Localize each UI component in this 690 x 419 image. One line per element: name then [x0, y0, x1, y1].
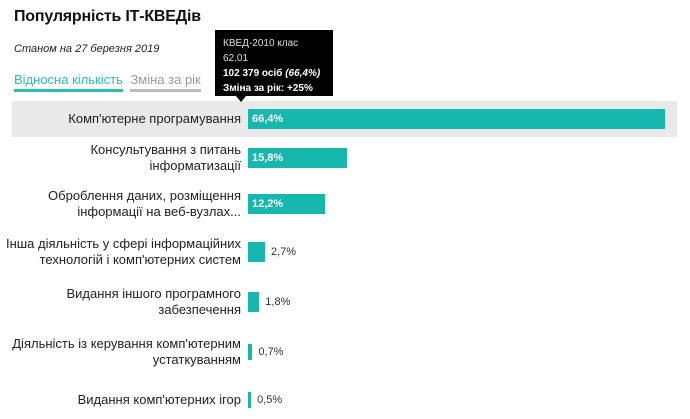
tooltip-share: (66,4%): [285, 68, 321, 79]
bar-category-label-line: Видання комп'ютерних ігор: [77, 392, 241, 407]
bar-value-label: 66,4%: [252, 113, 284, 125]
tooltip-pointer: [236, 96, 246, 102]
bar-category-label-line: Оброблення даних, розміщення: [48, 188, 241, 203]
bar-category-label: Оброблення даних, розміщення інформації н…: [1, 188, 241, 220]
bar-category-label-line: Діяльність із керування комп'ютерним: [12, 336, 241, 351]
bar-category-label-line: Інша діяльність у сфері інформаційних: [5, 236, 241, 251]
bar-value-label: 12,2%: [252, 198, 284, 210]
bar-category-label-line: забезпечення: [158, 302, 241, 317]
tooltip: КВЕД-2010 клас 62.01 102 379 осіб (66,4%…: [215, 30, 333, 96]
bar-value-label: 2,7%: [270, 246, 297, 258]
bar-category-label: Видання іншого програмного забезпечення: [1, 286, 241, 318]
tab-yearly-change[interactable]: Зміна за рік: [130, 72, 201, 92]
tooltip-heading: КВЕД-2010 клас 62.01: [223, 38, 299, 64]
bar-value-label: 1,8%: [265, 296, 291, 308]
bar[interactable]: [248, 194, 325, 214]
bar[interactable]: [248, 392, 252, 408]
bar-value-label: 0,7%: [258, 346, 284, 358]
bar[interactable]: [248, 242, 265, 262]
bar[interactable]: [248, 344, 253, 360]
tooltip-count-line: 102 379 осіб (66,4%): [223, 66, 325, 81]
bar-category-label: Видання комп'ютерних ігор: [1, 392, 241, 408]
bar-value-label: 0,5%: [257, 394, 283, 406]
tooltip-count: 102 379 осіб: [223, 68, 283, 79]
bar-category-label-line: технологій і комп'ютерних систем: [39, 252, 241, 267]
chart-subtitle: Станом на 27 березня 2019: [14, 43, 160, 55]
bar-category-label-line: Консультування з питань: [90, 142, 241, 157]
chart-title: Популярність ІТ-КВЕДів: [14, 8, 201, 25]
tab-relative-count[interactable]: Відносна кількість: [14, 72, 123, 92]
bar-category-label: Комп'ютерне програмування: [1, 111, 241, 127]
bar-category-label-line: устаткуванням: [152, 352, 241, 367]
bar-category-label: Інша діяльність у сфері інформаційних тех…: [1, 236, 241, 268]
bar[interactable]: [248, 148, 348, 168]
bar-category-label-line: інформатизації: [149, 158, 241, 173]
bar-value-label: 15,8%: [252, 152, 284, 164]
bar-category-label: Діяльність із керування комп'ютерним уста…: [1, 336, 241, 368]
bar[interactable]: [248, 292, 260, 312]
bar-category-label: Консультування з питань інформатизації: [1, 142, 241, 174]
bar[interactable]: [248, 109, 665, 129]
bar-category-label-line: інформації на веб-вузлах...: [77, 204, 241, 219]
view-tabs: Відносна кількість Зміна за рік: [14, 72, 205, 92]
bar-category-label-line: Комп'ютерне програмування: [68, 111, 241, 126]
bar-category-label-line: Видання іншого програмного: [66, 286, 241, 301]
tooltip-change: Зміна за рік: +25%: [223, 83, 313, 94]
